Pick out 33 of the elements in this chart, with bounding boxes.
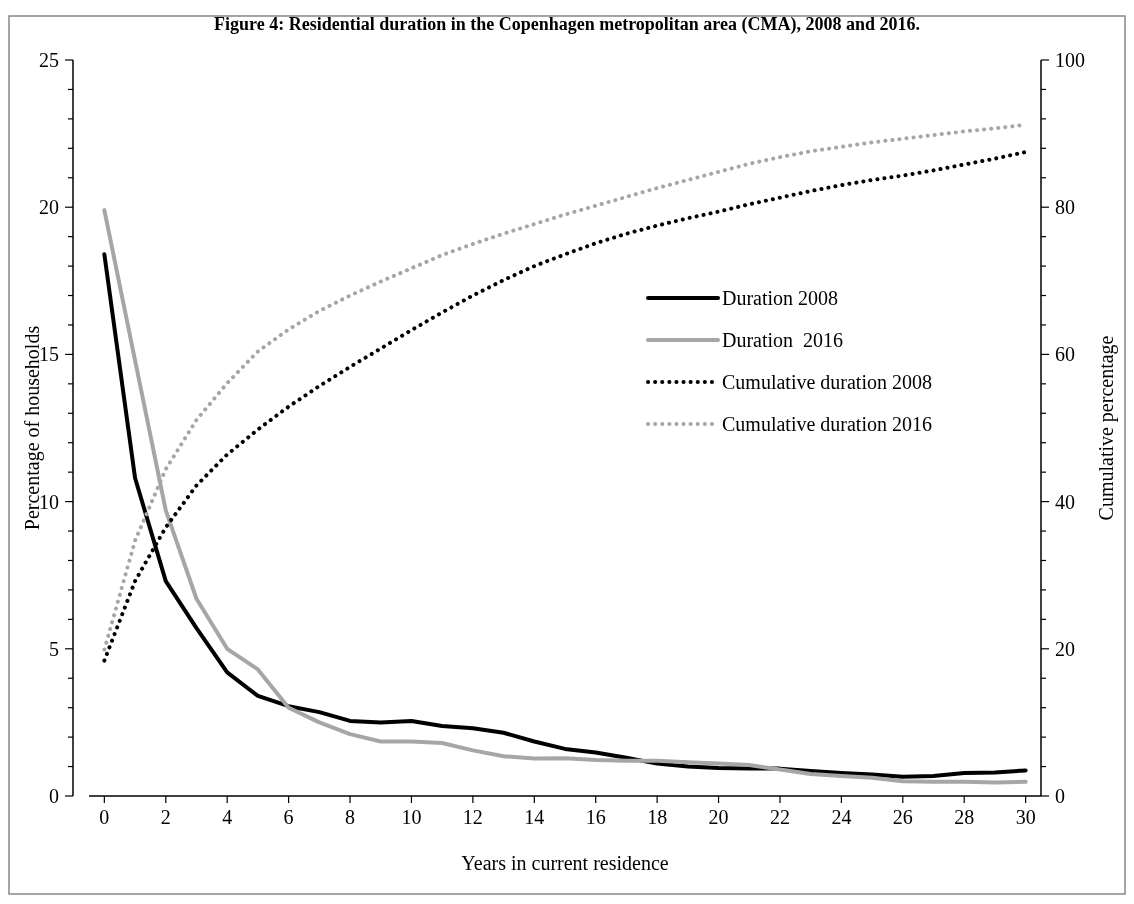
y2-tick-label: 60 (1055, 343, 1075, 366)
x-tick-label: 24 (831, 806, 852, 828)
chart-title: Figure 4: Residential duration in the Copenhagen metropolitan area (CMA), 2008 and 2016. (213, 14, 921, 35)
y2-tick-label: 20 (1055, 637, 1075, 660)
y-tick-label: 5 (49, 637, 59, 660)
y2-tick-label: 0 (1055, 785, 1065, 807)
x-tick-label: 8 (345, 806, 356, 828)
legend-label: Cumulative duration 2016 (722, 413, 932, 435)
y2-tick-label: 100 (1055, 49, 1085, 71)
x-tick-label: 2 (160, 806, 171, 828)
x-tick-label: 28 (954, 806, 975, 828)
x-tick-label: 22 (769, 806, 790, 828)
y-tick-label: 0 (49, 785, 59, 807)
x-tick-label: 4 (222, 806, 233, 828)
x-tick-label: 0 (99, 806, 110, 828)
x-tick-label: 18 (647, 806, 668, 828)
y2-tick-label: 40 (1055, 490, 1075, 513)
x-axis-title: Years in current residence (461, 852, 669, 874)
x-tick-label: 12 (462, 806, 483, 828)
x-tick-label: 6 (283, 806, 294, 828)
legend-label: Cumulative duration 2008 (722, 371, 932, 393)
x-tick-label: 26 (892, 806, 913, 828)
x-tick-label: 14 (524, 806, 545, 828)
legend-label: Duration 2016 (722, 329, 844, 351)
y2-tick-label: 80 (1055, 196, 1075, 219)
y2-axis-title: Cumulative percentage (1095, 335, 1118, 521)
y-tick-label: 25 (39, 49, 59, 71)
x-tick-label: 30 (1015, 806, 1036, 828)
x-tick-label: 10 (401, 806, 422, 828)
y-tick-label: 20 (39, 196, 59, 219)
x-tick-label: 16 (585, 806, 606, 828)
legend-label: Duration 2008 (722, 287, 839, 309)
x-tick-label: 20 (708, 806, 729, 828)
